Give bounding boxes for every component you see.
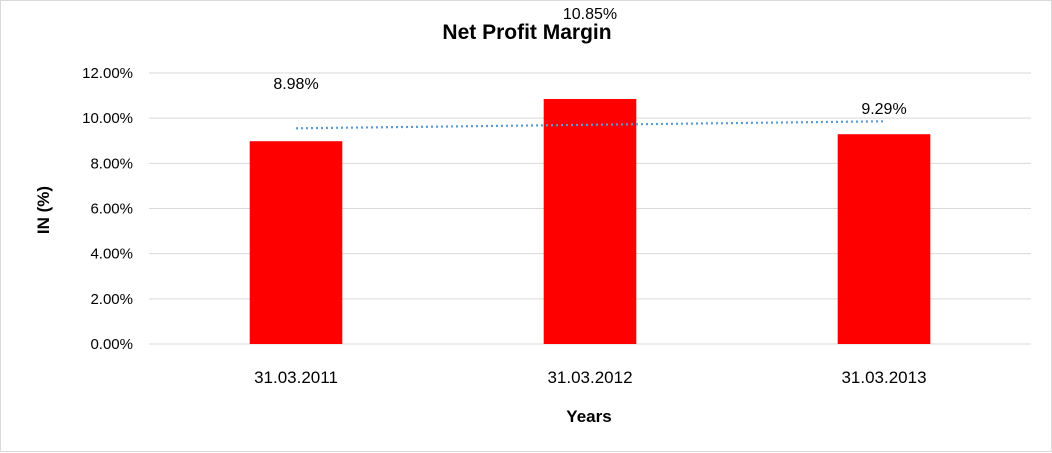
bar [837, 134, 931, 344]
y-tick-label: 4.00% [90, 246, 133, 263]
bar [543, 98, 637, 345]
bars [249, 98, 931, 345]
y-tick-label: 8.00% [90, 155, 133, 172]
y-tick-label: 6.00% [90, 201, 133, 218]
data-label: 8.98% [273, 76, 318, 93]
y-tick-label: 2.00% [90, 291, 133, 308]
data-labels: 8.98% 10.85% 9.29% [273, 6, 906, 118]
y-tick-label: 0.00% [90, 336, 133, 353]
y-tick-label: 12.00% [82, 65, 133, 82]
bar [249, 141, 343, 344]
y-axis-ticks: 0.00% 2.00% 4.00% 6.00% 8.00% 10.00% 12.00% [82, 65, 133, 353]
data-label: 9.29% [861, 101, 906, 118]
y-tick-label: 10.00% [82, 110, 133, 127]
chart-title: Net Profit Margin [442, 21, 611, 44]
x-tick-label: 31.03.2012 [547, 368, 632, 387]
trendline [295, 120, 885, 130]
x-tick-label: 31.03.2013 [841, 368, 926, 387]
x-tick-label: 31.03.2011 [254, 368, 338, 387]
x-axis-title: Years [566, 407, 611, 426]
y-axis-title: IN (%) [34, 186, 53, 234]
x-axis-categories: 31.03.2011 31.03.2012 31.03.2013 [254, 368, 926, 387]
data-label: 10.85% [563, 6, 617, 23]
